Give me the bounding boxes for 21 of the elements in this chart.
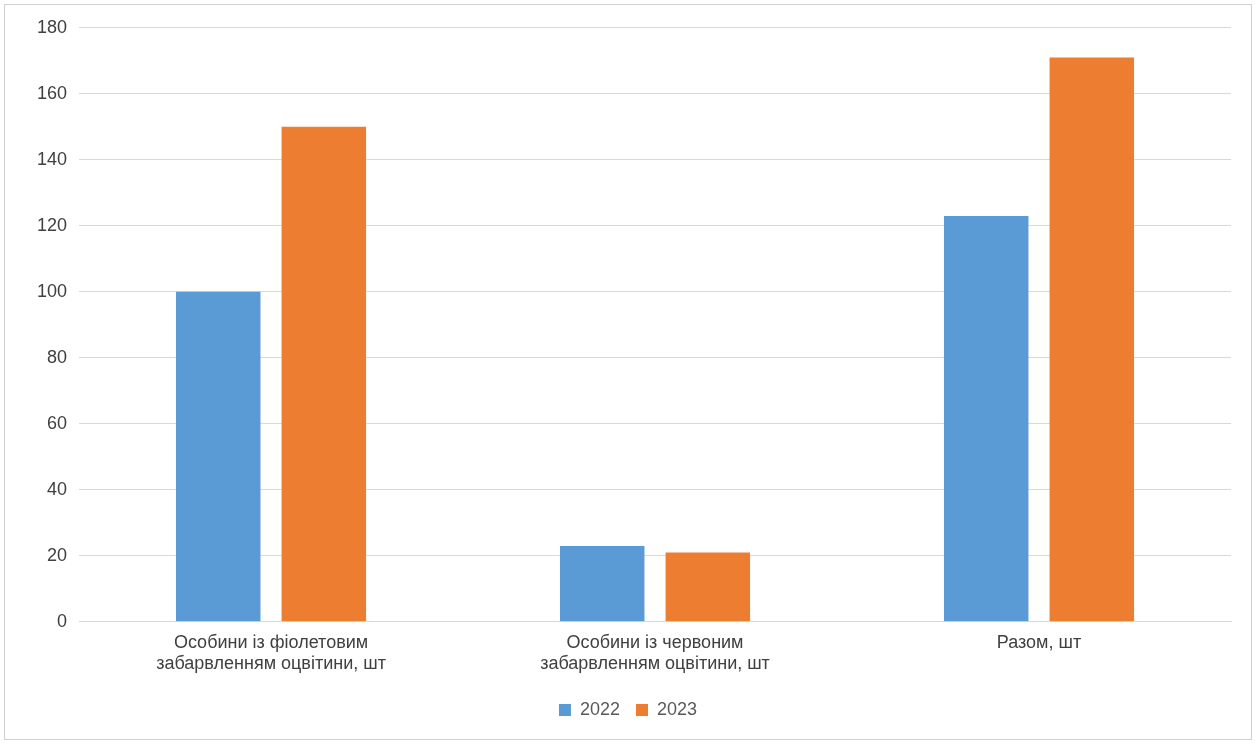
bar: [281, 126, 367, 622]
bar: [559, 545, 645, 622]
x-tick-label: Особини із червоним забарвленням оцвітини, шт: [540, 631, 770, 674]
legend-label: 2023: [657, 698, 698, 719]
bar: [175, 291, 261, 622]
bar: [943, 215, 1029, 622]
bar: [665, 552, 751, 622]
x-tick-label: Разом, шт: [996, 631, 1082, 652]
y-tick-label: 40: [47, 478, 68, 499]
y-tick-label: 180: [36, 16, 68, 37]
y-tick-label: 160: [36, 82, 68, 103]
bar: [1049, 57, 1135, 622]
y-tick-label: 20: [47, 544, 68, 565]
y-tick-label: 80: [47, 346, 68, 367]
y-tick-label: 100: [36, 280, 68, 301]
y-tick-label: 60: [47, 412, 68, 433]
x-tick-label: Особини із фіолетовим забарвленням оцвітини, шт: [156, 631, 386, 674]
legend-label: 2022: [579, 698, 620, 719]
y-tick-label: 120: [36, 214, 68, 235]
y-tick-label: 140: [36, 148, 68, 169]
y-tick-label: 0: [57, 610, 68, 631]
